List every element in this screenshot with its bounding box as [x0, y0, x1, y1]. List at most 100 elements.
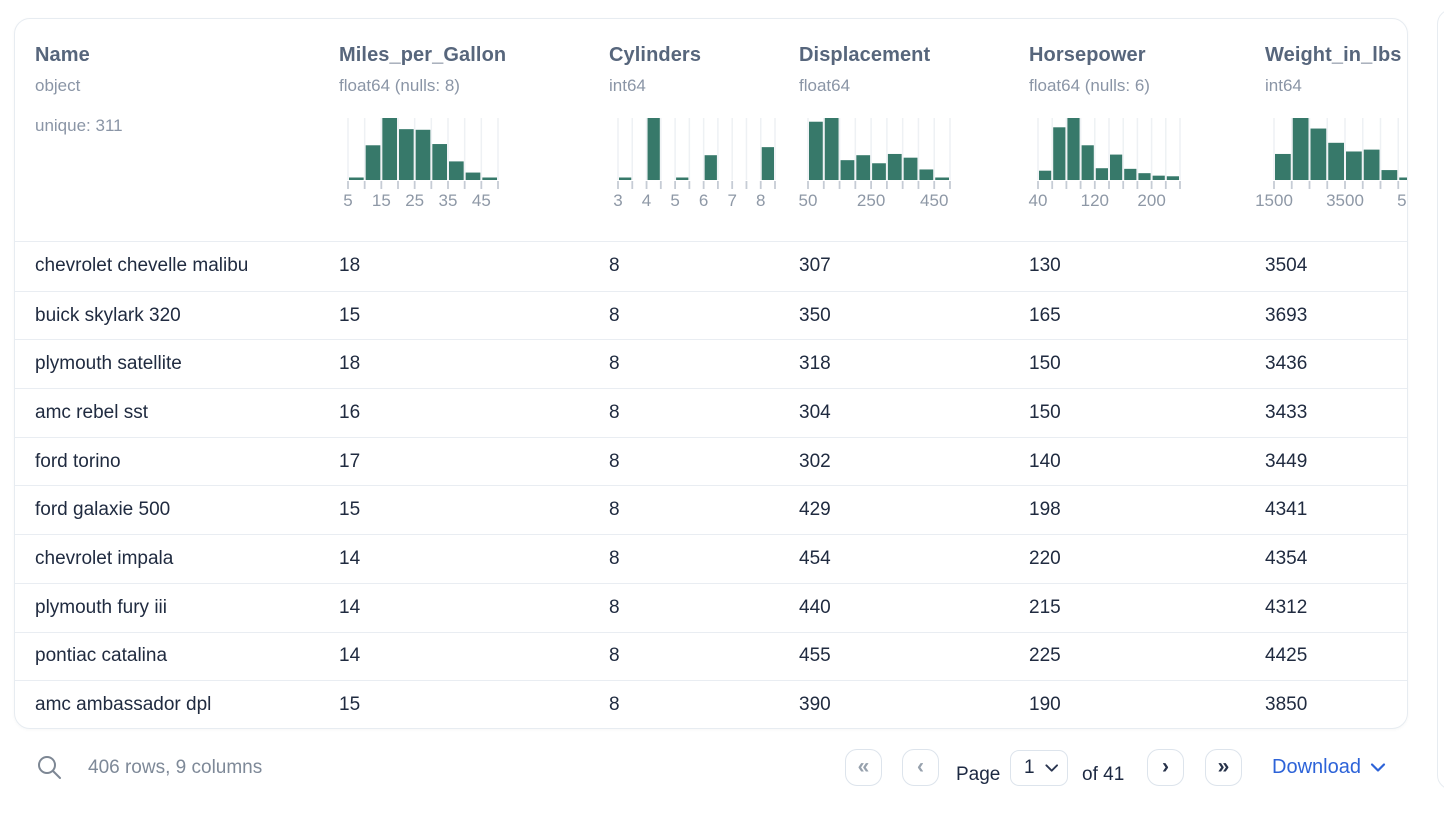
svg-text:450: 450 — [920, 191, 948, 210]
column-title: Miles_per_Gallon — [339, 44, 507, 66]
table-cell: 8 — [609, 353, 620, 375]
table-cell: ford galaxie 500 — [35, 499, 171, 521]
table-cell: 8 — [609, 450, 620, 472]
histogram-displacement[interactable]: 50 250 450 — [799, 118, 1029, 210]
table-cell: chevrolet chevelle malibu — [35, 255, 249, 277]
svg-text:40: 40 — [1029, 191, 1048, 210]
table-cell: 8 — [609, 596, 620, 618]
table-cell: 4312 — [1265, 596, 1308, 618]
table-row: plymouth fury iii 14 8 440 215 4312 — [15, 582, 1407, 632]
column-title: Displacement — [799, 44, 931, 66]
table-cell: 440 — [799, 596, 831, 618]
column-header-horsepower[interactable]: Horsepower float64 (nulls: 6) 40 120 200 — [1029, 19, 1265, 241]
svg-text:8: 8 — [756, 191, 765, 210]
table-cell: 140 — [1029, 450, 1061, 472]
next-page-button[interactable]: › — [1147, 749, 1184, 786]
table-cell: chevrolet impala — [35, 547, 174, 569]
table-cell: ford torino — [35, 450, 121, 472]
table-cell: 302 — [799, 450, 831, 472]
table-cell: 220 — [1029, 547, 1061, 569]
table-cell: amc rebel sst — [35, 401, 148, 423]
table-cell: 14 — [339, 547, 361, 569]
table-cell: 8 — [609, 499, 620, 521]
table-cell: 455 — [799, 645, 831, 667]
table-cell: 18 — [339, 353, 361, 375]
svg-text:200: 200 — [1137, 191, 1165, 210]
previous-page-button[interactable]: ‹ — [902, 749, 939, 786]
column-header-weight-in-lbs[interactable]: Weight_in_lbs int64 1500 3500 5500 — [1255, 19, 1408, 241]
svg-text:7: 7 — [727, 191, 736, 210]
first-page-button[interactable]: « — [845, 749, 882, 786]
table-cell: 17 — [339, 450, 361, 472]
histogram-weight-in-lbs[interactable]: 1500 3500 5500 — [1255, 118, 1408, 210]
table-cell: 3850 — [1265, 694, 1308, 716]
column-dtype: int64 — [1265, 76, 1302, 95]
page-select[interactable]: 1 — [1010, 750, 1068, 786]
table-cell: 8 — [609, 304, 620, 326]
table-cell: 8 — [609, 401, 620, 423]
histogram-miles-per-gallon[interactable]: 5 15 25 35 45 — [343, 118, 609, 210]
table-cell: 454 — [799, 547, 831, 569]
table-row: amc ambassador dpl 15 8 390 190 3850 — [15, 680, 1407, 728]
table-cell: 198 — [1029, 499, 1061, 521]
last-page-icon: » — [1217, 755, 1230, 778]
table-footer: 406 rows, 9 columns « ‹ Page 1 of 41 › »… — [0, 741, 1444, 797]
table-cell: 225 — [1029, 645, 1061, 667]
page-select-value: 1 — [1024, 757, 1035, 778]
column-dtype: float64 (nulls: 6) — [1029, 76, 1150, 95]
table-cell: 8 — [609, 694, 620, 716]
table-cell: 3436 — [1265, 353, 1308, 375]
table-cell: 190 — [1029, 694, 1061, 716]
table-cell: 14 — [339, 596, 361, 618]
svg-text:25: 25 — [405, 191, 424, 210]
table-cell: 429 — [799, 499, 831, 521]
table-row: amc rebel sst 16 8 304 150 3433 — [15, 388, 1407, 437]
svg-text:50: 50 — [799, 191, 818, 210]
table-cell: 8 — [609, 255, 620, 277]
svg-text:3: 3 — [613, 191, 622, 210]
last-page-button[interactable]: » — [1205, 749, 1242, 786]
table-cell: pontiac catalina — [35, 645, 168, 667]
next-page-icon: › — [1162, 755, 1169, 778]
table-cell: 4425 — [1265, 645, 1308, 667]
table-cell: 307 — [799, 255, 831, 277]
table-cell: 14 — [339, 645, 361, 667]
table-cell: 4341 — [1265, 499, 1308, 521]
table-cell: 165 — [1029, 304, 1061, 326]
table-row: plymouth satellite 18 8 318 150 3436 — [15, 339, 1407, 388]
chevron-down-icon — [1045, 764, 1058, 772]
download-label: Download — [1272, 756, 1361, 778]
data-table-card: Name object unique: 311 Miles_per_Gallon… — [14, 18, 1408, 729]
table-cell: 15 — [339, 304, 361, 326]
svg-text:5500: 5500 — [1397, 191, 1408, 210]
table-row: chevrolet chevelle malibu 18 8 307 130 3504 — [15, 242, 1407, 291]
column-unique-count: unique: 311 — [35, 116, 123, 135]
table-cell: 215 — [1029, 596, 1061, 618]
column-header-miles-per-gallon[interactable]: Miles_per_Gallon float64 (nulls: 8) 5 15 2… — [339, 19, 609, 241]
table-cell: 16 — [339, 401, 361, 423]
table-cell: 3693 — [1265, 304, 1308, 326]
svg-text:6: 6 — [699, 191, 708, 210]
table-header: Name object unique: 311 Miles_per_Gallon… — [15, 19, 1407, 242]
table-body: chevrolet chevelle malibu 18 8 307 130 3504 bu… — [15, 242, 1407, 728]
column-dtype: object — [35, 76, 81, 95]
table-cell: 3504 — [1265, 255, 1308, 277]
table-row: chevrolet impala 14 8 454 220 4354 — [15, 534, 1407, 583]
svg-text:4: 4 — [642, 191, 651, 210]
download-button[interactable]: Download — [1272, 756, 1386, 779]
table-cell: amc ambassador dpl — [35, 694, 212, 716]
table-cell: 318 — [799, 353, 831, 375]
table-cell: 390 — [799, 694, 831, 716]
table-row: ford torino 17 8 302 140 3449 — [15, 436, 1407, 486]
histogram-horsepower[interactable]: 40 120 200 — [1029, 118, 1265, 210]
svg-text:1500: 1500 — [1255, 191, 1293, 210]
column-header-displacement[interactable]: Displacement float64 50 250 450 — [799, 19, 1029, 241]
column-header-name[interactable]: Name object unique: 311 — [35, 19, 339, 241]
search-icon[interactable] — [36, 754, 62, 780]
column-title: Horsepower — [1029, 44, 1146, 66]
column-title: Cylinders — [609, 44, 702, 66]
table-cell: 8 — [609, 645, 620, 667]
column-dtype: float64 (nulls: 8) — [339, 76, 460, 95]
